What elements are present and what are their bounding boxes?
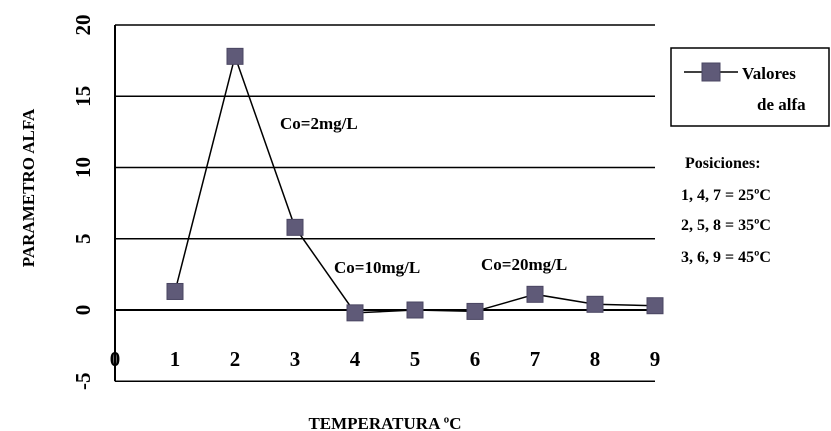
x-tick-labels: 0 1 2 3 4 5 6 7 8 9 — [110, 347, 661, 371]
y-tick-label-5: 5 — [71, 234, 95, 245]
x-tick-label-0: 0 — [110, 347, 121, 371]
annotation-1: Co=2mg/L — [280, 114, 358, 133]
data-point-2 — [226, 47, 244, 65]
x-tick-label-9: 9 — [650, 347, 661, 371]
legend-box — [670, 47, 830, 127]
y-tick-label-15: 15 — [71, 86, 95, 107]
legend-label-line1: Valores — [742, 64, 796, 83]
data-point-5 — [406, 301, 424, 319]
data-point-6 — [466, 302, 484, 320]
y-tick-labels: -5 0 5 10 15 20 — [71, 15, 95, 391]
x-tick-label-5: 5 — [410, 347, 421, 371]
x-tick-label-8: 8 — [590, 347, 601, 371]
x-tick-label-6: 6 — [470, 347, 481, 371]
x-tick-label-7: 7 — [530, 347, 541, 371]
x-tick-label-1: 1 — [170, 347, 181, 371]
note-25c: 1, 4, 7 = 25ºC — [681, 187, 771, 204]
legend-label-line2: de alfa — [757, 95, 806, 114]
grid-lines — [115, 24, 655, 382]
notes-heading: Posiciones: — [685, 155, 761, 172]
position-notes: Posiciones: 1, 4, 7 = 25ºC 2, 5, 8 = 35º… — [681, 155, 771, 266]
note-35c: 2, 5, 8 = 35ºC — [681, 217, 771, 234]
note-45c: 3, 6, 9 = 45ºC — [681, 249, 771, 266]
y-tick-label-20: 20 — [71, 15, 95, 36]
data-point-8 — [586, 295, 604, 313]
data-point-4 — [346, 304, 364, 322]
annotation-3: Co=20mg/L — [481, 255, 567, 274]
series-layer — [166, 47, 664, 322]
y-axis-title: PARAMETRO ALFA — [19, 108, 38, 267]
annotations: Co=2mg/L Co=10mg/L Co=20mg/L — [280, 114, 567, 277]
x-tick-label-2: 2 — [230, 347, 241, 371]
legend-marker — [701, 62, 721, 82]
x-tick-label-4: 4 — [350, 347, 361, 371]
x-tick-label-3: 3 — [290, 347, 301, 371]
data-point-7 — [526, 285, 544, 303]
y-tick-label-10: 10 — [71, 157, 95, 178]
data-point-1 — [166, 282, 184, 300]
x-axis-title: TEMPERATURA ºC — [308, 414, 461, 431]
data-point-3 — [286, 218, 304, 236]
y-tick-label-0: 0 — [71, 305, 95, 316]
data-point-9 — [646, 297, 664, 315]
legend: Valores de alfa — [670, 47, 830, 127]
y-tick-label--5: -5 — [71, 373, 95, 391]
annotation-2: Co=10mg/L — [334, 258, 420, 277]
